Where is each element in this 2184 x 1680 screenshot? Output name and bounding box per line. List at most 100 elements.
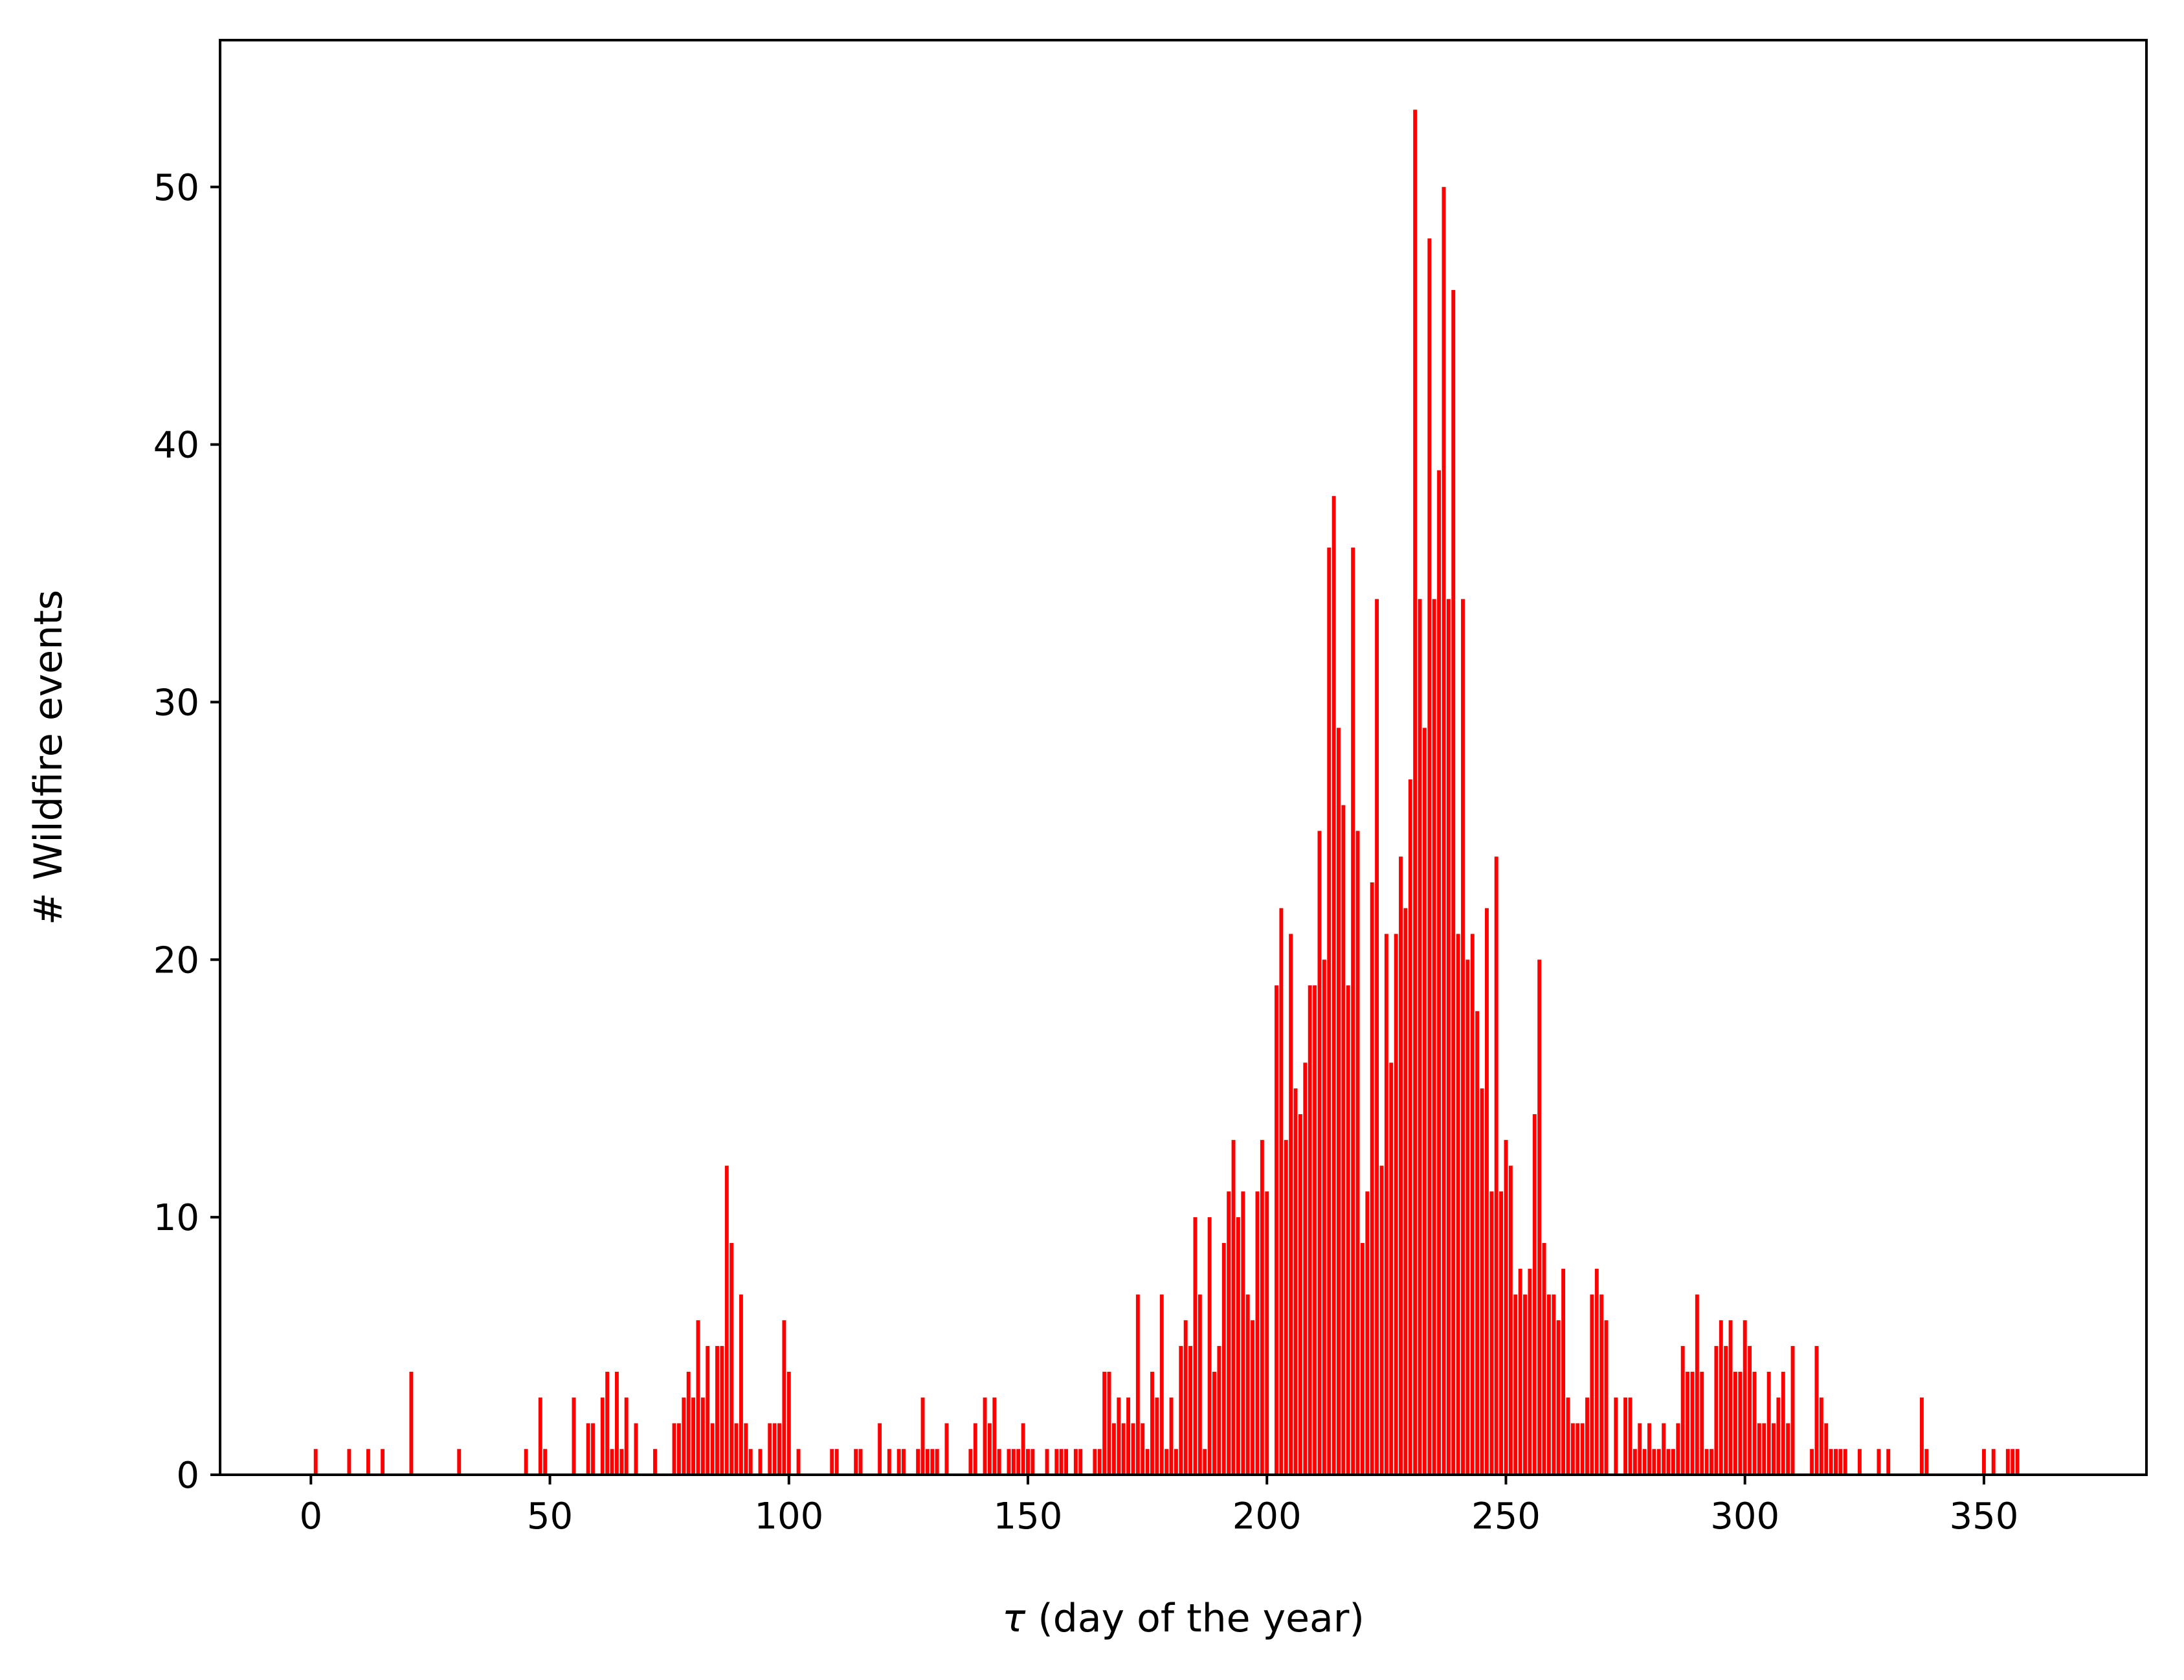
bar [1561, 1268, 1566, 1475]
y-axis-ticks: 0 10 20 30 40 50 [153, 167, 220, 1497]
bar [777, 1423, 781, 1475]
bars-group [313, 109, 2020, 1475]
bar [1484, 908, 1489, 1475]
bar [1313, 985, 1317, 1475]
bar [1814, 1346, 1819, 1475]
bar [1193, 1217, 1198, 1475]
bar [1432, 599, 1436, 1475]
bar [2011, 1449, 2015, 1475]
bar [1518, 1268, 1522, 1475]
x-axis-label-symbol: τ [1002, 1596, 1026, 1641]
bar [1523, 1294, 1527, 1475]
bar [1317, 831, 1322, 1475]
x-tick-label: 200 [1232, 1495, 1302, 1538]
bar [935, 1449, 939, 1475]
bar [1499, 1191, 1504, 1475]
bar [734, 1423, 739, 1475]
bar [1183, 1320, 1188, 1475]
bar [1504, 1139, 1508, 1475]
bar [1174, 1449, 1178, 1475]
bar [782, 1320, 786, 1475]
bar [1408, 779, 1412, 1475]
bar [887, 1449, 891, 1475]
bar [1289, 934, 1293, 1475]
bar [1341, 805, 1346, 1475]
bar [1303, 1062, 1308, 1475]
bar [1585, 1397, 1589, 1475]
bar [1652, 1449, 1656, 1475]
bar [1762, 1423, 1766, 1475]
bar [1614, 1397, 1618, 1475]
bar [653, 1449, 657, 1475]
bar [1422, 728, 1427, 1475]
bar [1599, 1294, 1604, 1475]
bar [1332, 496, 1336, 1475]
bar [758, 1449, 763, 1475]
x-axis-label-text: (day of the year) [1025, 1596, 1365, 1641]
bar [1322, 959, 1326, 1475]
bar [1532, 1114, 1537, 1475]
bar [858, 1449, 863, 1475]
bar [1590, 1294, 1594, 1475]
bar [1327, 547, 1332, 1475]
bar [1141, 1423, 1145, 1475]
bar [1442, 186, 1446, 1475]
bar [854, 1449, 858, 1475]
bar [1475, 1011, 1480, 1475]
y-tick-label: 10 [153, 1197, 199, 1239]
bar [930, 1449, 935, 1475]
bar [1480, 1088, 1484, 1475]
bar [538, 1397, 542, 1475]
bar [715, 1346, 719, 1475]
bar [1102, 1371, 1107, 1475]
bar [1656, 1449, 1661, 1475]
bar [1728, 1320, 1733, 1475]
bar [1031, 1449, 1035, 1475]
bar [624, 1397, 629, 1475]
bar [1164, 1449, 1169, 1475]
bar [1671, 1449, 1675, 1475]
bar [1786, 1423, 1790, 1475]
bar [1710, 1449, 1713, 1475]
bar [1135, 1294, 1140, 1475]
bar [619, 1449, 624, 1475]
bar [1203, 1449, 1207, 1475]
bar [676, 1423, 681, 1475]
bar [1465, 959, 1470, 1475]
bar [1131, 1423, 1135, 1475]
bar [739, 1294, 743, 1475]
bar [706, 1346, 710, 1475]
y-tick-label: 40 [153, 425, 199, 467]
bar [1772, 1423, 1776, 1475]
bar [1662, 1423, 1666, 1475]
x-tick-label: 350 [1949, 1495, 2018, 1538]
bar [1810, 1449, 1814, 1475]
bar [1275, 985, 1278, 1475]
bar [1111, 1423, 1116, 1475]
bar [1570, 1423, 1575, 1475]
x-tick-label: 0 [299, 1495, 322, 1538]
plot-frame [219, 39, 2148, 1476]
bar [1580, 1423, 1585, 1475]
bar [457, 1449, 462, 1475]
bar [366, 1449, 370, 1475]
bar [1427, 238, 1432, 1475]
bar [1680, 1346, 1685, 1475]
bar [983, 1397, 987, 1475]
bar [878, 1423, 882, 1475]
bar [944, 1423, 949, 1475]
bar [1241, 1191, 1245, 1475]
bar [1843, 1449, 1847, 1475]
bar [720, 1346, 724, 1475]
bar [313, 1449, 318, 1475]
bar [1346, 985, 1350, 1475]
bar [1838, 1449, 1843, 1475]
bar [1251, 1320, 1255, 1475]
bar [691, 1397, 696, 1475]
bar [543, 1449, 548, 1475]
bar [1829, 1449, 1833, 1475]
bar [1260, 1139, 1264, 1475]
bar [1212, 1371, 1216, 1475]
bar [1877, 1449, 1881, 1475]
